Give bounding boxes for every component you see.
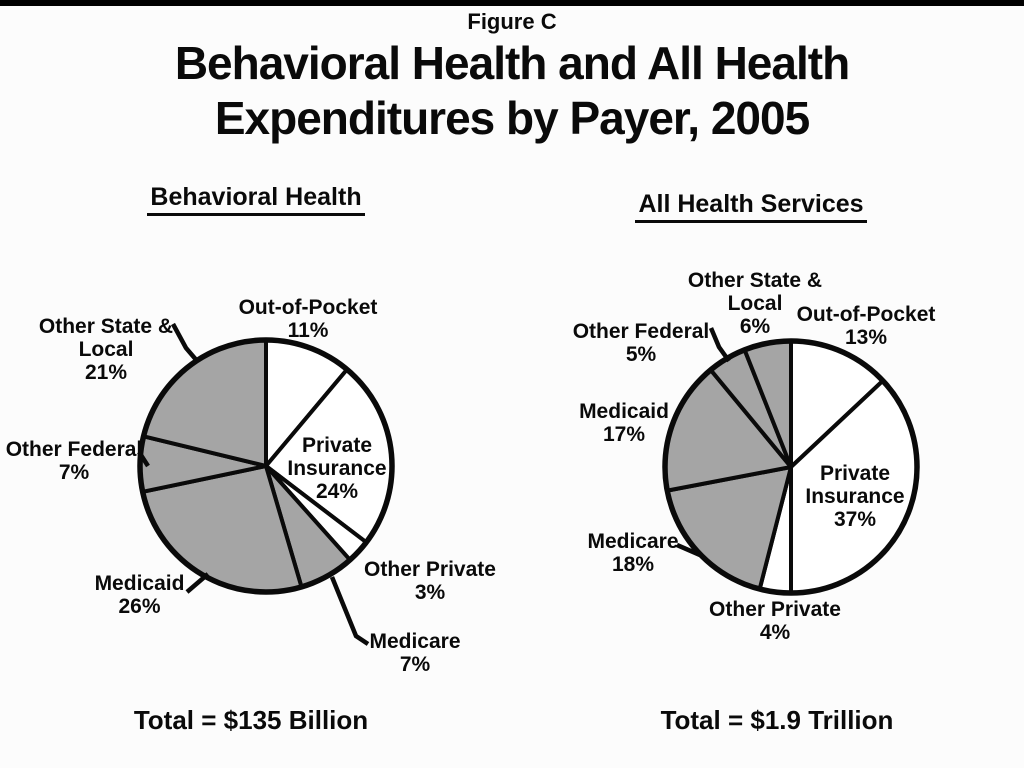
all-health-services-pie-chart	[662, 338, 920, 596]
right-label-other-state-local: Other State & Local 6%	[687, 269, 823, 338]
right-label-private-insurance: Private Insurance 37%	[805, 462, 905, 531]
left-chart-total: Total = $135 Billion	[133, 705, 369, 735]
page-title-line2: Expenditures by Payer, 2005	[214, 92, 810, 144]
left-label-out-of-pocket: Out-of-Pocket 11%	[238, 296, 378, 342]
left-label-private-insurance: Private Insurance 24%	[287, 434, 387, 503]
top-border-bar	[0, 0, 1024, 6]
pie-outline-ring	[662, 338, 920, 596]
left-label-medicare: Medicare 7%	[369, 630, 461, 676]
right-label-medicare: Medicare 18%	[587, 530, 679, 576]
page-title-line1: Behavioral Health and All Health	[174, 37, 850, 89]
left-label-other-private: Other Private 3%	[364, 558, 496, 604]
right-label-medicaid: Medicaid 17%	[579, 400, 669, 446]
behavioral-health-pie-chart	[137, 337, 395, 595]
left-chart-subtitle: Behavioral Health	[106, 183, 406, 216]
right-chart-subtitle: All Health Services	[601, 190, 901, 223]
right-label-other-private: Other Private 4%	[709, 598, 841, 644]
right-label-other-federal: Other Federal 5%	[572, 320, 710, 366]
left-label-other-state-local: Other State & Local 21%	[38, 315, 174, 384]
left-label-other-federal: Other Federal 7%	[5, 438, 143, 484]
figure-label: Figure C	[467, 9, 557, 34]
right-label-out-of-pocket: Out-of-Pocket 13%	[796, 303, 936, 349]
page-title: Behavioral Health and All Health Expendi…	[0, 36, 1024, 146]
left-label-medicaid: Medicaid 26%	[94, 572, 185, 618]
right-chart-total: Total = $1.9 Trillion	[660, 705, 894, 735]
